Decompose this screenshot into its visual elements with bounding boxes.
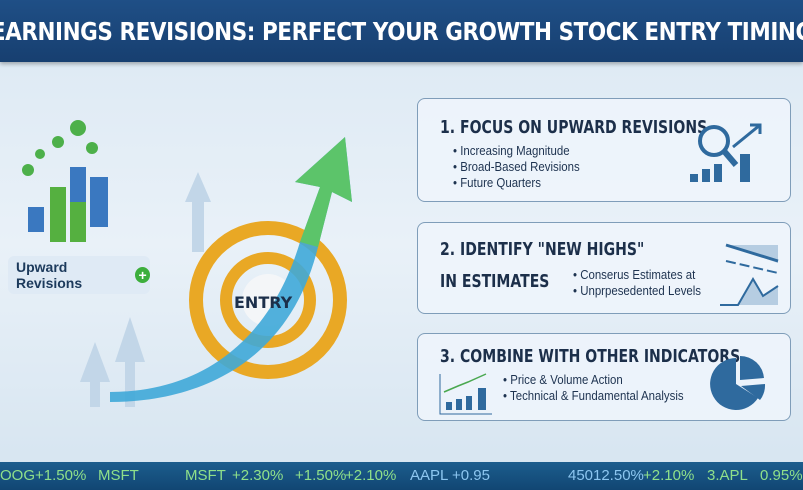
ticker-change: +1.50%: [295, 467, 347, 484]
ticker-symbol: 3.APL: [707, 467, 748, 484]
card-title: 3. COMBINE WITH OTHER INDICATORS: [440, 346, 741, 367]
ticker-symbol: MSFT: [185, 467, 226, 484]
ticker-change: +2.30%: [232, 467, 284, 484]
card-focus-upward: 1. FOCUS ON UPWARD REVISIONS Increasing …: [417, 98, 791, 202]
card-title: 2. IDENTIFY "NEW HIGHS": [440, 239, 645, 260]
bullet: Technical & Fundamental Analysis: [503, 388, 684, 404]
plus-icon: +: [135, 267, 150, 283]
ticker-change: +1.50%: [35, 467, 87, 484]
bullet: Future Quarters: [453, 175, 580, 191]
faded-arrows: [80, 172, 211, 407]
page-title: EARNINGS REVISIONS: PERFECT YOUR GROWTH …: [0, 16, 803, 46]
upward-revisions-label: Upward Revisions +: [8, 256, 150, 294]
illustration: ENTRY: [22, 120, 352, 407]
stock-ticker: OOG +1.50% MSFT MSFT +2.30% +1.50% +2.10…: [0, 462, 803, 490]
ticker-symbol: AAPL: [410, 467, 449, 484]
ticker-symbol: 450: [568, 467, 594, 484]
bullet: Conserus Estimates at: [573, 267, 701, 283]
target-label: ENTRY: [234, 293, 293, 312]
ticker-change: +2.10%: [643, 467, 695, 484]
card-title-line2: IN ESTIMATES: [440, 271, 550, 292]
bar-chart-icon: [22, 120, 108, 242]
ticker-change: +2.10%: [345, 467, 397, 484]
card-new-highs: 2. IDENTIFY "NEW HIGHS" IN ESTIMATES Con…: [417, 222, 791, 314]
ticker-change: +0.95: [452, 467, 490, 484]
ticker-symbol: OOG: [0, 467, 36, 484]
pie-chart-icon: [710, 355, 766, 410]
title-banner: EARNINGS REVISIONS: PERFECT YOUR GROWTH …: [0, 0, 803, 62]
ticker-change: 12.50%: [593, 467, 644, 484]
upward-revisions-text: Upward Revisions: [16, 259, 83, 291]
bullet: Increasing Magnitude: [453, 143, 580, 159]
bullet: Broad-Based Revisions: [453, 159, 580, 175]
bullet-continued: Unprpesedented Levels: [573, 283, 701, 299]
card-combine-indicators: 3. COMBINE WITH OTHER INDICATORS Price &…: [417, 333, 791, 421]
candlestick-chart-icon: [439, 373, 492, 415]
card-title: 1. FOCUS ON UPWARD REVISIONS: [440, 117, 708, 138]
bullet: Price & Volume Action: [503, 372, 684, 388]
ticker-change: 0.95%: [760, 467, 803, 484]
ticker-symbol: MSFT: [98, 467, 139, 484]
magnifier-chart-icon: [690, 123, 762, 182]
line-chart-icon: [720, 243, 779, 306]
